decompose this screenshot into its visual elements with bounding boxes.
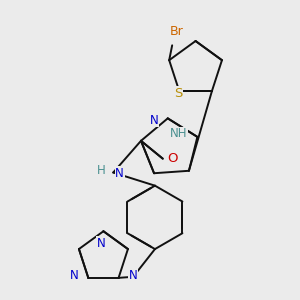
Text: N: N xyxy=(128,269,137,282)
Text: NH: NH xyxy=(170,128,188,140)
Text: N: N xyxy=(115,167,124,180)
Text: N: N xyxy=(97,237,106,250)
Text: S: S xyxy=(174,87,182,100)
Text: Br: Br xyxy=(170,25,184,38)
Text: O: O xyxy=(167,152,178,165)
Text: N: N xyxy=(150,114,159,127)
Text: H: H xyxy=(97,164,106,177)
Text: N: N xyxy=(70,269,78,282)
